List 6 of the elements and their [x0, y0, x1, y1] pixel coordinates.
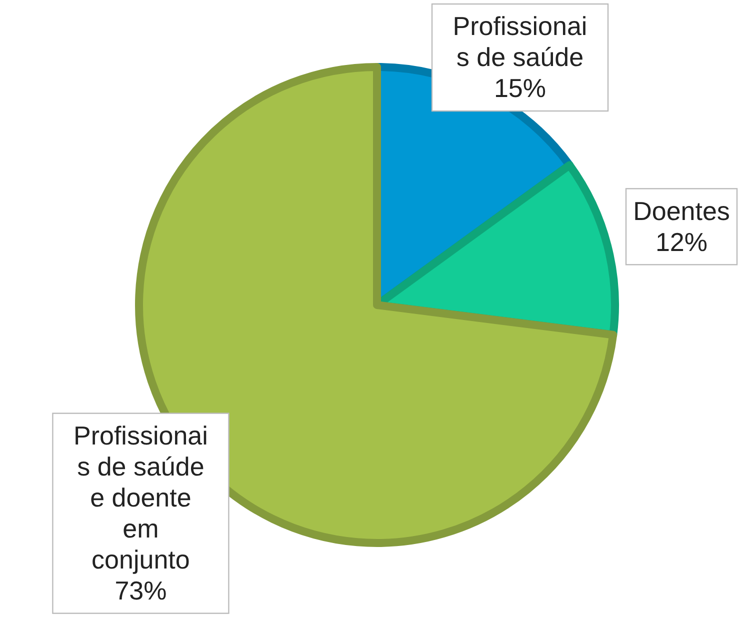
data-label: 15%: [494, 73, 546, 104]
slice-label: Profissionais de saúde e doente em conjunto: [74, 420, 208, 574]
slice-label: Doentes: [633, 196, 730, 226]
data-label: 73%: [114, 575, 167, 606]
slice-label: Profissionais de saúde: [452, 11, 588, 72]
data-label: 12%: [655, 226, 708, 257]
